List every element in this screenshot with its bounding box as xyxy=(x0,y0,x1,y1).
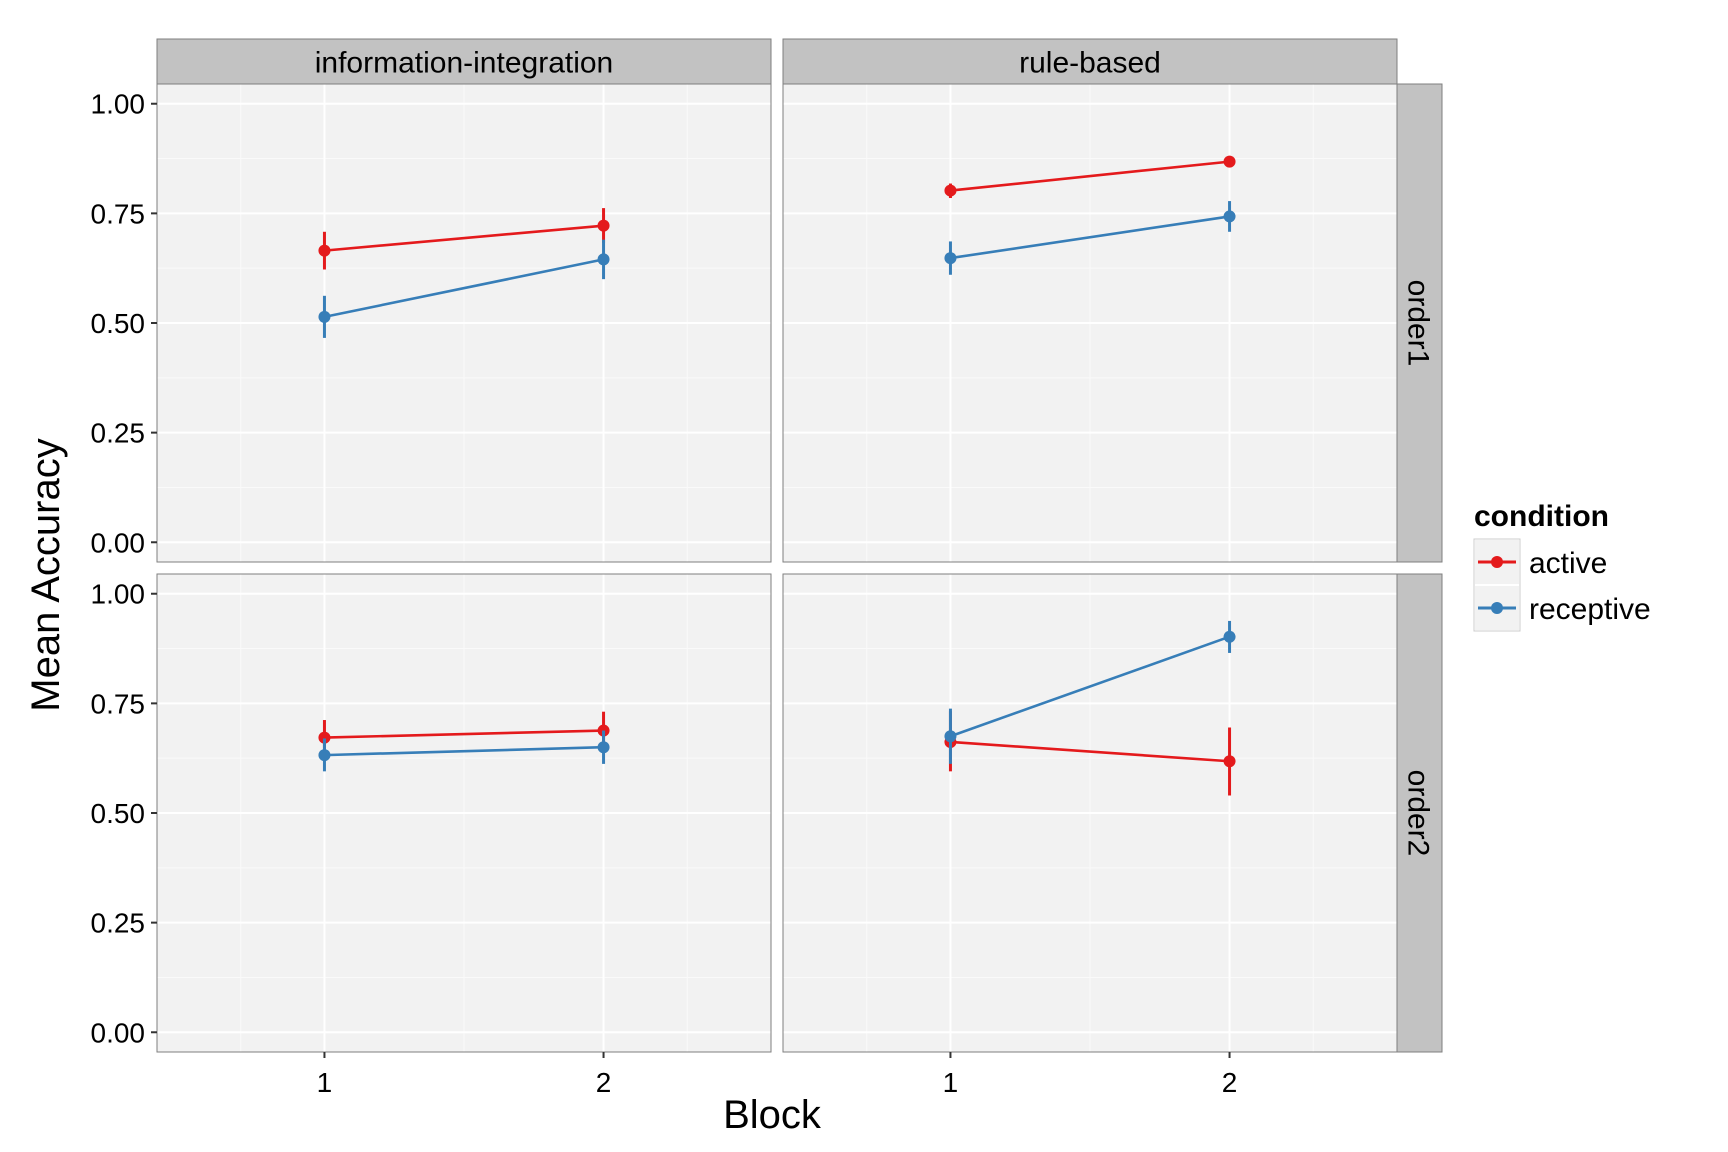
series-line-active xyxy=(950,160,1230,192)
series-line-active xyxy=(950,740,1230,763)
axes-layer: 0.00 0.25 0.50 0.75 1.00 0.00 0.25 0.50 0.75 1.00… xyxy=(91,89,1238,1098)
series-receptive xyxy=(318,239,610,338)
series-line-receptive xyxy=(950,215,1230,260)
series-receptive xyxy=(944,620,1236,764)
strip-col-label: information-integration xyxy=(315,47,614,80)
x-axis-title: Block xyxy=(723,1093,822,1137)
series-receptive xyxy=(318,730,610,772)
strip-col-label: rule-based xyxy=(1019,47,1161,80)
series-active xyxy=(318,208,610,270)
data-point-active xyxy=(1223,755,1236,768)
y-tick-label: 1.00 xyxy=(91,579,146,610)
series-line-active xyxy=(324,224,604,252)
data-point-active xyxy=(318,244,331,257)
data-point-receptive xyxy=(597,253,610,266)
legend-title: condition xyxy=(1474,500,1609,533)
panels-layer xyxy=(156,83,1398,1053)
series-line-receptive xyxy=(324,745,604,757)
legend-box xyxy=(1473,538,1521,632)
series-active xyxy=(944,155,1236,199)
series-line-receptive xyxy=(950,635,1230,738)
data-point-active xyxy=(944,184,957,197)
legend-key-receptive-point xyxy=(1491,602,1503,614)
y-tick-label: 0.00 xyxy=(91,527,146,558)
y-tick-label: 0.25 xyxy=(91,418,146,449)
strip-row-label: order1 xyxy=(1402,280,1435,367)
data-point-active xyxy=(318,731,331,744)
y-tick-label: 0.75 xyxy=(91,688,146,719)
y-tick-label: 1.00 xyxy=(91,89,146,120)
panel-rule-based-order1 xyxy=(782,83,1398,563)
panel-rule-based-order2 xyxy=(782,573,1398,1053)
data-point-active xyxy=(1223,155,1236,168)
y-tick-label: 0.25 xyxy=(91,908,146,939)
y-axis-title: Mean Accuracy xyxy=(24,438,68,711)
y-tick-label: 0.00 xyxy=(91,1017,146,1048)
legend-key-active-point xyxy=(1491,556,1503,568)
strip-col-background xyxy=(156,38,772,85)
legend-label-receptive: receptive xyxy=(1529,593,1651,626)
y-tick-label: 0.50 xyxy=(91,308,146,339)
data-point-receptive xyxy=(1223,210,1236,223)
x-tick-label: 2 xyxy=(596,1067,612,1098)
data-point-receptive xyxy=(597,741,610,754)
series-line-active xyxy=(324,729,604,739)
series-receptive xyxy=(944,201,1236,275)
strip-col-background xyxy=(782,38,1398,85)
y-tick-label: 0.50 xyxy=(91,798,146,829)
strip-row-background xyxy=(1396,573,1443,1053)
panel-information-integration-order2 xyxy=(156,573,772,1053)
data-point-receptive xyxy=(318,310,331,323)
x-tick-label: 2 xyxy=(1222,1067,1238,1098)
y-tick-label: 0.75 xyxy=(91,198,146,229)
data-point-receptive xyxy=(1223,630,1236,643)
panel-information-integration-order1 xyxy=(156,83,772,563)
data-point-receptive xyxy=(944,252,957,265)
data-point-active xyxy=(597,219,610,232)
series-line-receptive xyxy=(324,258,604,319)
x-tick-label: 1 xyxy=(943,1067,959,1098)
data-point-receptive xyxy=(944,730,957,743)
strip-row-background xyxy=(1396,83,1443,563)
strips-layer: information-integration rule-based order1 o… xyxy=(156,38,1443,1053)
data-point-receptive xyxy=(318,749,331,762)
legend: condition active receptive xyxy=(1473,500,1651,632)
x-tick-label: 1 xyxy=(317,1067,333,1098)
legend-label-active: active xyxy=(1529,547,1607,580)
strip-row-label: order2 xyxy=(1402,770,1435,857)
